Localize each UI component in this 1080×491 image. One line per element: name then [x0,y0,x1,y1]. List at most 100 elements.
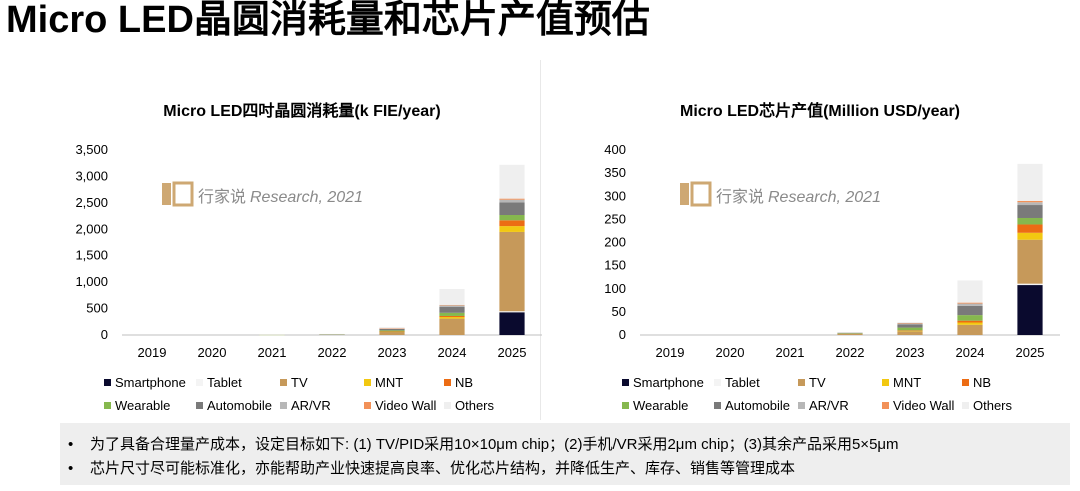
legend-item: MNT [364,375,444,390]
bar-segment-others [379,327,405,329]
legend-item: NB [444,375,514,390]
legend-swatch [622,402,629,409]
bar-segment-automobile [1017,205,1043,218]
bar-segment-others [957,280,983,303]
chart-legend: Smartphone Tablet TV MNT NB Wearable Automobil… [104,371,564,417]
bar-segment-automobile [379,328,405,331]
y-tick-label: 500 [86,301,108,316]
legend-label: NB [455,375,474,390]
x-tick-label: 2021 [776,345,805,360]
legend-label: Wearable [115,398,171,413]
y-tick-label: 0 [101,327,108,342]
legend-item: Video Wall [882,398,962,413]
legend-item: TV [798,375,882,390]
x-tick-label: 2023 [896,345,925,360]
legend-item: AR/VR [798,398,882,413]
bar-segment-wearable [439,312,465,316]
chart-title: Micro LED芯片产值(Million USD/year) [679,103,961,120]
legend-swatch [798,379,805,386]
legend-item: Wearable [104,398,196,413]
page-title: Micro LED晶圆消耗量和芯片产值预估 [6,0,650,41]
legend-row: Wearable Automobile AR/VR Video Wall Others [104,394,564,417]
legend-swatch [364,402,371,409]
bar-segment-tv [837,333,863,335]
bar-segment-others [319,333,345,335]
legend-swatch [280,379,287,386]
y-tick-label: 100 [604,281,626,296]
bar-segment-tv [897,331,923,335]
legend-item: Smartphone [622,375,714,390]
note-text: 为了具备合理量产成本，设定目标如下: (1) TV/PID采用10×10μm c… [90,436,899,453]
legend-swatch [444,379,451,386]
x-tick-label: 2021 [258,345,287,360]
legend-label: Tablet [725,375,760,390]
bar-segment-nb [379,331,405,332]
bar-segment-wearable [957,315,983,321]
watermark-logo-icon [172,181,194,207]
bar-segment-automobile [957,305,983,316]
x-tick-label: 2024 [956,345,985,360]
chip-value-chart: 0 50 100 150 200 250 300 350 400 2019 2020 2021 2022… [604,142,1060,360]
wafer-consumption-chart: 0 500 1,000 1,500 2,000 2,500 3,000 3,500 2019 20… [75,142,542,360]
bullet-icon: • [68,460,74,477]
bar-segment-tv [499,231,525,312]
bar-segment-wearable [499,215,525,221]
legend-item: Wearable [622,398,714,413]
chart-panel-wafer: Micro LED四吋晶圆消耗量(k FIE/year) 0 500 1,000 1,… [42,95,562,415]
bar-segment-mnt [499,226,525,232]
bar-segment-others [897,322,923,323]
bar-segment-tv [957,324,983,335]
legend-row: Wearable Automobile AR/VR Video Wall Others [622,394,1080,417]
x-tick-label: 2019 [138,345,167,360]
bar-segment-wearable [379,330,405,332]
legend-item: Others [962,398,1032,413]
bar-segment-wearable [1017,217,1043,225]
legend-label: MNT [893,375,922,390]
bar-segment-video-wall [897,322,923,324]
legend-item: Video Wall [364,398,444,413]
y-tick-label: 150 [604,258,626,273]
bar-segment-ar-vr [957,303,983,306]
legend-swatch [196,402,203,409]
bar-segment-mnt [1017,232,1043,240]
legend-label: AR/VR [291,398,331,413]
legend-label: TV [291,375,308,390]
legend-item: Automobile [196,398,280,413]
bar-segment-nb [957,320,983,323]
bar-segment-smartphone [499,312,525,335]
x-tick-label: 2025 [498,345,527,360]
bar-segment-others [1017,163,1043,201]
bar-segment-video-wall [957,302,983,304]
x-tick-label: 2024 [438,345,467,360]
legend-swatch [714,402,721,409]
note-item: • 为了具备合理量产成本，设定目标如下: (1) TV/PID采用10×10μm … [68,433,899,454]
note-text: 芯片尺寸尽可能标准化，亦能帮助产业快速提高良率、优化芯片结构，并降低生产、库存、… [90,460,796,477]
x-tick-label: 2022 [836,345,865,360]
x-tick-label: 2020 [198,345,227,360]
legend-label: Smartphone [115,375,186,390]
legend-swatch [104,402,111,409]
legend-label: Others [973,398,1013,413]
bar-segment-nb [439,315,465,318]
watermark-text-italic: Research, 2021 [250,189,363,206]
legend-item: MNT [882,375,962,390]
watermark-text: 行家说 [198,187,246,206]
y-tick-label: 0 [619,327,626,342]
legend-item: TV [280,375,364,390]
bullet-icon: • [68,436,74,453]
watermark-logo-icon [162,183,171,205]
legend-label: Tablet [207,375,242,390]
legend-swatch [104,379,111,386]
bar-segment-wearable [837,333,863,334]
legend-item: Tablet [196,375,280,390]
x-tick-label: 2022 [318,345,347,360]
bar-segment-automobile [837,332,863,334]
legend-label: Video Wall [375,398,437,413]
bar-segment-nb [897,330,923,331]
legend-label: Wearable [633,398,689,413]
note-item: • 芯片尺寸尽可能标准化，亦能帮助产业快速提高良率、优化芯片结构，并降低生产、库存… [68,457,795,478]
bar-segment-others [439,289,465,305]
x-tick-label: 2020 [716,345,745,360]
bar-segment-automobile [439,306,465,313]
bar-segment-video-wall [1017,200,1043,203]
